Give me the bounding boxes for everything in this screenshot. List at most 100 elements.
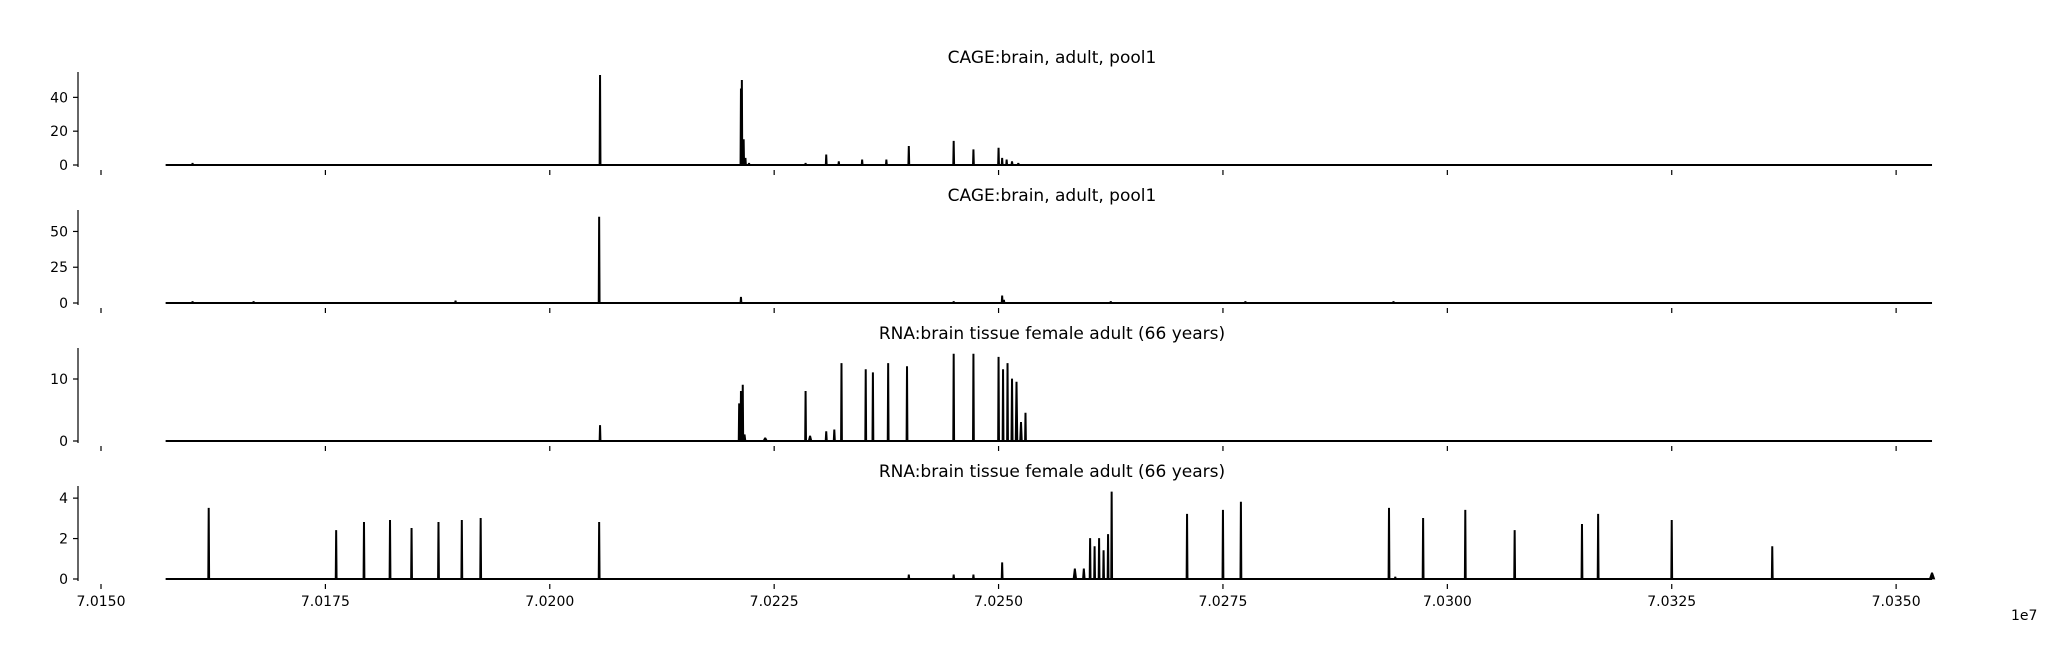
signal-peak bbox=[742, 434, 747, 442]
signal-peak bbox=[1005, 159, 1009, 166]
signal-peak bbox=[952, 140, 956, 166]
x-tick-label: 7.0325 bbox=[1647, 594, 1696, 610]
x-tick-label: 7.0300 bbox=[1423, 594, 1472, 610]
track-2-title: CAGE:brain, adult, pool1 bbox=[948, 186, 1157, 206]
signal-peak bbox=[1110, 491, 1114, 580]
signal-peak bbox=[952, 574, 956, 580]
signal-peak bbox=[479, 517, 483, 580]
track-4-x-axis: 7.0150 7.0175 7.0200 7.0225 7.0250 7.0275 7.03… bbox=[77, 584, 1921, 610]
track-1-x-axis bbox=[100, 170, 1897, 175]
x-tick-label: 7.0150 bbox=[77, 594, 126, 610]
track-panel-3: RNA:brain tissue female adult (66 years)… bbox=[50, 324, 1933, 451]
signal-peak bbox=[1221, 509, 1225, 580]
signal-peak bbox=[952, 353, 956, 442]
signal-peak bbox=[1770, 546, 1774, 580]
y-tick-label: 10 bbox=[50, 372, 68, 388]
signal-peak bbox=[460, 519, 464, 580]
signal-peak bbox=[1093, 546, 1097, 580]
signal-peak bbox=[907, 574, 911, 580]
signal-peak bbox=[1391, 301, 1396, 304]
signal-peak bbox=[886, 363, 890, 442]
signal-peak bbox=[1072, 568, 1078, 580]
signal-peak bbox=[597, 521, 601, 580]
signal-peak bbox=[1024, 412, 1027, 442]
y-tick-label: 40 bbox=[50, 90, 68, 106]
x-tick-label: 7.0200 bbox=[525, 594, 574, 610]
signal-peak bbox=[1108, 301, 1113, 304]
signal-peak bbox=[907, 145, 911, 166]
signal-peak bbox=[804, 162, 808, 166]
signal-peak bbox=[1019, 421, 1023, 442]
signal-peak bbox=[1000, 295, 1004, 304]
signal-peak bbox=[191, 162, 195, 166]
signal-peak bbox=[864, 369, 868, 442]
signal-peak bbox=[744, 157, 747, 166]
track-3-x-axis bbox=[100, 446, 1897, 451]
signal-peak bbox=[871, 372, 875, 442]
x-tick-label: 7.0275 bbox=[1198, 594, 1247, 610]
track-4-y-axis: 0 2 4 bbox=[59, 486, 79, 588]
signal-peak bbox=[1002, 299, 1006, 304]
signal-peak bbox=[334, 530, 338, 580]
track-4-title: RNA:brain tissue female adult (66 years) bbox=[879, 462, 1225, 482]
signal-peak bbox=[747, 162, 751, 166]
signal-peak bbox=[884, 159, 888, 166]
signal-peak bbox=[972, 149, 975, 166]
track-panel-1: CAGE:brain, adult, pool1 0 20 40 bbox=[50, 48, 1933, 175]
signal-peak bbox=[1106, 534, 1110, 580]
x-tick-label: 7.0350 bbox=[1872, 594, 1921, 610]
track-panel-4: RNA:brain tissue female adult (66 years)… bbox=[59, 462, 1936, 610]
track-3-title: RNA:brain tissue female adult (66 years) bbox=[879, 324, 1225, 344]
signal-peak bbox=[1014, 381, 1019, 442]
signal-peak bbox=[804, 390, 807, 442]
signal-peak bbox=[1000, 562, 1004, 580]
y-tick-label: 0 bbox=[59, 434, 68, 450]
signal-peak bbox=[362, 521, 366, 580]
signal-peak bbox=[824, 154, 828, 166]
y-tick-label: 0 bbox=[59, 572, 68, 588]
track-2-x-axis bbox=[100, 308, 1897, 313]
y-tick-label: 4 bbox=[59, 491, 68, 507]
signal-peak bbox=[207, 507, 211, 580]
signal-peak bbox=[832, 429, 836, 442]
track-3-y-axis: 0 10 bbox=[50, 348, 79, 450]
track-1-title: CAGE:brain, adult, pool1 bbox=[948, 48, 1157, 68]
signal-peak bbox=[1596, 513, 1600, 580]
y-tick-label: 0 bbox=[59, 296, 68, 312]
signal-peak bbox=[1185, 513, 1189, 580]
signal-peak bbox=[1001, 369, 1005, 442]
track-1-y-axis: 0 20 40 bbox=[50, 72, 79, 174]
x-tick-label: 7.0250 bbox=[974, 594, 1023, 610]
track-2-y-axis: 0 25 50 bbox=[50, 210, 79, 312]
signal-peak bbox=[740, 80, 744, 166]
signal-peak bbox=[1393, 576, 1397, 580]
signal-peak bbox=[1010, 161, 1014, 166]
signal-peak bbox=[1000, 157, 1004, 166]
signal-peak bbox=[1082, 568, 1086, 580]
track-panel-2: CAGE:brain, adult, pool1 0 25 50 bbox=[50, 186, 1933, 313]
x-tick-label: 7.0225 bbox=[750, 594, 799, 610]
signal-peak bbox=[972, 353, 975, 442]
signal-peak bbox=[997, 147, 1000, 166]
signal-peak bbox=[1006, 363, 1009, 442]
signal-peak bbox=[1010, 378, 1014, 442]
signal-peak bbox=[1421, 517, 1425, 580]
signal-peak bbox=[1387, 507, 1391, 580]
signal-peak bbox=[191, 301, 195, 304]
signal-peak bbox=[762, 437, 769, 442]
signal-peak bbox=[824, 431, 828, 442]
signal-peak bbox=[1016, 162, 1021, 166]
signal-peak bbox=[1580, 524, 1584, 580]
signal-peak bbox=[437, 521, 440, 580]
signal-peak bbox=[837, 161, 841, 166]
signal-peak bbox=[807, 435, 813, 442]
x-tick-label: 7.0175 bbox=[301, 594, 350, 610]
signal-peak bbox=[997, 356, 1000, 442]
signal-peak bbox=[1243, 301, 1247, 304]
signal-peak bbox=[952, 301, 956, 304]
signal-peak bbox=[905, 366, 909, 442]
signal-peak bbox=[1928, 572, 1936, 580]
track-3-signal bbox=[165, 353, 1933, 442]
